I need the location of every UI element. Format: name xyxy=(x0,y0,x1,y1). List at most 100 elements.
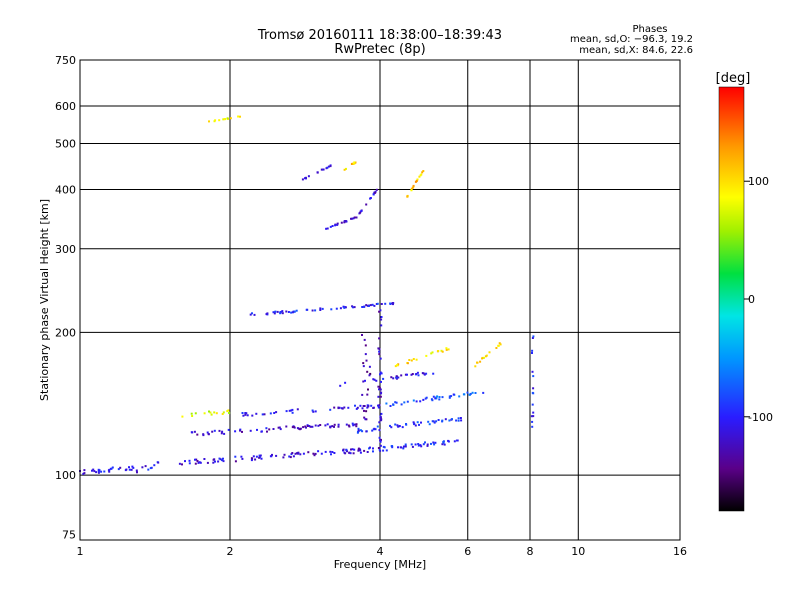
data-point xyxy=(379,395,382,398)
data-point xyxy=(242,414,245,417)
data-point xyxy=(272,311,275,314)
data-point xyxy=(403,401,406,404)
data-point xyxy=(438,396,441,398)
data-point xyxy=(394,365,397,368)
data-point xyxy=(223,432,226,435)
y-tick-label: 300 xyxy=(55,243,76,256)
data-point xyxy=(431,420,434,423)
data-point xyxy=(532,387,535,390)
data-points xyxy=(79,115,535,475)
data-point xyxy=(377,385,380,388)
data-point xyxy=(345,220,348,223)
data-point xyxy=(325,227,328,230)
data-point xyxy=(405,423,408,426)
data-point xyxy=(234,460,237,463)
data-point xyxy=(452,393,455,396)
data-point xyxy=(213,429,216,432)
data-point xyxy=(374,428,377,431)
data-point xyxy=(339,307,342,310)
data-point xyxy=(314,410,317,413)
data-point xyxy=(531,349,534,352)
data-point xyxy=(296,452,298,455)
data-point xyxy=(382,377,385,380)
data-point xyxy=(422,443,425,446)
data-point xyxy=(289,456,292,459)
data-point xyxy=(178,462,181,465)
data-point xyxy=(532,375,535,378)
data-point xyxy=(196,433,199,436)
data-point xyxy=(335,307,338,310)
data-point xyxy=(110,467,113,470)
data-point xyxy=(261,413,264,416)
data-point xyxy=(190,412,193,415)
data-point xyxy=(214,119,217,122)
data-point xyxy=(352,452,355,455)
data-point xyxy=(380,380,382,383)
data-point xyxy=(369,372,372,375)
data-point xyxy=(376,425,379,428)
data-point xyxy=(395,401,398,404)
data-point xyxy=(281,310,284,313)
data-point xyxy=(367,305,370,307)
data-point xyxy=(341,407,344,410)
data-point xyxy=(390,426,393,429)
data-point xyxy=(380,392,382,395)
data-point xyxy=(420,421,422,424)
data-point xyxy=(288,409,291,412)
data-point xyxy=(352,424,355,427)
data-point xyxy=(396,364,399,366)
data-point xyxy=(276,310,279,313)
data-point xyxy=(311,409,314,412)
data-point xyxy=(372,406,375,409)
data-point xyxy=(181,463,183,466)
data-point xyxy=(312,410,315,413)
data-point xyxy=(210,413,213,416)
data-point xyxy=(397,446,399,449)
data-point xyxy=(380,318,383,321)
data-point xyxy=(319,424,322,426)
data-point xyxy=(271,453,273,456)
data-point xyxy=(249,313,252,316)
data-point xyxy=(364,418,367,421)
colorbar: [deg] 100 0 -100 xyxy=(716,71,773,512)
data-point xyxy=(419,174,422,177)
data-point xyxy=(371,303,374,306)
data-point xyxy=(379,309,382,312)
data-point xyxy=(295,309,298,312)
data-point xyxy=(432,372,435,375)
data-point xyxy=(250,457,253,460)
data-point xyxy=(412,399,415,402)
data-point xyxy=(445,348,448,351)
data-point xyxy=(215,412,218,415)
data-point xyxy=(128,468,131,471)
data-point xyxy=(355,425,358,428)
data-point xyxy=(484,355,487,358)
data-point xyxy=(374,191,377,194)
data-point xyxy=(426,443,429,446)
data-point xyxy=(441,350,444,353)
data-point xyxy=(132,466,135,469)
data-point xyxy=(203,458,206,460)
data-point xyxy=(378,421,381,424)
data-point xyxy=(218,457,221,460)
data-point xyxy=(100,470,103,473)
data-point xyxy=(378,388,380,391)
data-point xyxy=(366,451,369,453)
data-point xyxy=(314,309,317,312)
data-point xyxy=(364,344,367,347)
data-point xyxy=(363,409,365,412)
data-point xyxy=(268,428,271,431)
data-point xyxy=(306,425,309,427)
data-point xyxy=(531,352,533,354)
data-point xyxy=(329,450,332,453)
data-point xyxy=(404,443,407,446)
data-point xyxy=(336,222,339,225)
data-point xyxy=(451,418,453,421)
data-point xyxy=(420,445,423,448)
data-point xyxy=(374,190,377,193)
y-tick-label: 500 xyxy=(55,138,76,151)
data-point xyxy=(397,376,400,379)
colorbar-gradient xyxy=(718,86,745,512)
data-point xyxy=(438,398,441,401)
